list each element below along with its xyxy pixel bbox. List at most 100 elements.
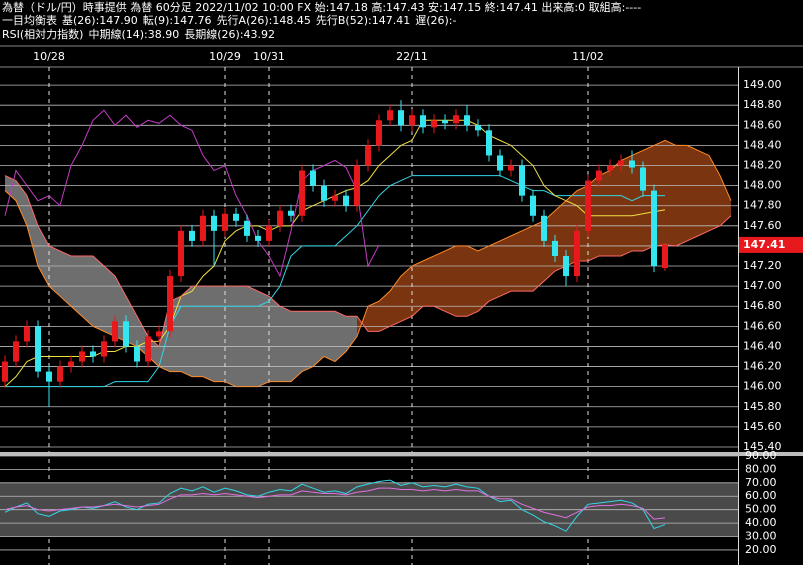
candle-body <box>332 195 338 201</box>
rsi-line <box>4 479 666 532</box>
x-tick-label: 22/11 <box>396 50 428 63</box>
x-tick-label: 11/02 <box>572 50 604 63</box>
cloud <box>302 311 313 372</box>
legend-entry: 先行A(26):148.45 <box>217 14 311 27</box>
candle-body <box>35 326 41 372</box>
cloud <box>324 311 335 362</box>
candle-body <box>244 220 250 236</box>
candle-body <box>200 215 206 241</box>
candle-body <box>409 115 415 126</box>
candle-body <box>222 213 228 231</box>
candle-body <box>563 255 569 277</box>
candle-body <box>68 361 74 367</box>
cloud <box>412 261 423 317</box>
y-tick-label: 148.40 <box>743 138 782 151</box>
y-tick-label: 147.60 <box>743 219 782 232</box>
chart-title: 為替（ドル/円）時事提供 為替 60分足 2022/11/02 10:00 FX… <box>2 0 641 14</box>
legend-entry: 長期線(26):43.92 <box>184 27 275 41</box>
x-tick-label: 10/31 <box>253 50 285 63</box>
candle-body <box>497 155 503 171</box>
cloud <box>214 286 225 382</box>
candle-body <box>255 235 261 241</box>
cloud <box>720 175 731 226</box>
cloud <box>665 140 676 246</box>
cloud <box>269 296 280 382</box>
candle-body <box>519 165 525 196</box>
cloud <box>698 150 709 236</box>
y-tick-label: 70.00 <box>745 476 777 489</box>
candle-body <box>464 115 470 126</box>
cloud <box>104 266 115 337</box>
candle-body <box>24 326 30 342</box>
cloud <box>82 255 93 327</box>
y-tick-label: 80.00 <box>745 462 777 475</box>
cloud <box>489 240 500 302</box>
rsi-line <box>4 487 666 520</box>
y-tick-label: 147.00 <box>743 279 782 292</box>
legend-entry: 遅(26):- <box>415 14 456 27</box>
cloud <box>27 195 38 267</box>
y-tick-label: 146.00 <box>743 380 782 393</box>
y-tick-label: 147.20 <box>743 259 782 272</box>
cloud <box>610 160 621 256</box>
cloud <box>676 145 687 246</box>
y-tick-label: 60.00 <box>745 489 777 502</box>
y-tick-label: 145.40 <box>743 440 782 453</box>
cloud <box>60 250 71 307</box>
candle-body <box>365 145 371 166</box>
candle-body <box>189 230 195 241</box>
y-tick-label: 146.40 <box>743 339 782 352</box>
y-tick-label: 50.00 <box>745 503 777 516</box>
cloud <box>687 145 698 241</box>
last-price-label: 147.41 <box>743 238 785 251</box>
candle-body <box>310 170 316 186</box>
cloud <box>445 245 456 317</box>
y-tick-label: 147.80 <box>743 199 782 212</box>
cloud <box>709 155 720 231</box>
candle-body <box>387 110 393 121</box>
cloud <box>467 245 478 317</box>
candle-body <box>640 167 646 191</box>
candle-body <box>662 244 668 269</box>
candle-body <box>486 130 492 156</box>
cloud <box>280 306 291 382</box>
candle-body <box>288 210 294 216</box>
cloud <box>203 286 214 382</box>
cloud <box>192 286 203 377</box>
candle-body <box>101 341 107 357</box>
legend-label: 一目均衡表 <box>2 13 57 27</box>
candle-body <box>90 351 96 357</box>
candle-body <box>629 160 635 168</box>
candle-body <box>211 215 217 231</box>
candle-body <box>321 185 327 201</box>
cloud <box>16 180 27 226</box>
candle-body <box>508 165 514 171</box>
candle-body <box>607 165 613 171</box>
candle-body <box>651 190 657 267</box>
candle-body <box>420 115 426 128</box>
cloud <box>511 230 522 292</box>
last-price-box <box>739 236 803 253</box>
cloud <box>478 245 489 312</box>
candle-body <box>112 321 118 342</box>
candle-body <box>178 230 184 277</box>
candle-body <box>552 240 558 256</box>
candle-body <box>13 341 19 362</box>
legend-label: RSI(相対力指数) <box>2 27 83 41</box>
candle-body <box>266 225 272 241</box>
cloud <box>522 225 533 292</box>
candle-body <box>123 321 129 347</box>
candle-body <box>354 165 360 206</box>
y-tick-label: 145.60 <box>743 420 782 433</box>
candle-body <box>145 336 151 362</box>
candle-body <box>299 170 305 216</box>
candle-body <box>596 170 602 181</box>
candle-body <box>530 195 536 216</box>
candle-body <box>2 361 8 382</box>
candle-body <box>277 210 283 226</box>
cloud <box>390 276 401 327</box>
y-tick-label: 148.20 <box>743 159 782 172</box>
cloud <box>346 316 357 352</box>
cloud <box>258 291 269 387</box>
